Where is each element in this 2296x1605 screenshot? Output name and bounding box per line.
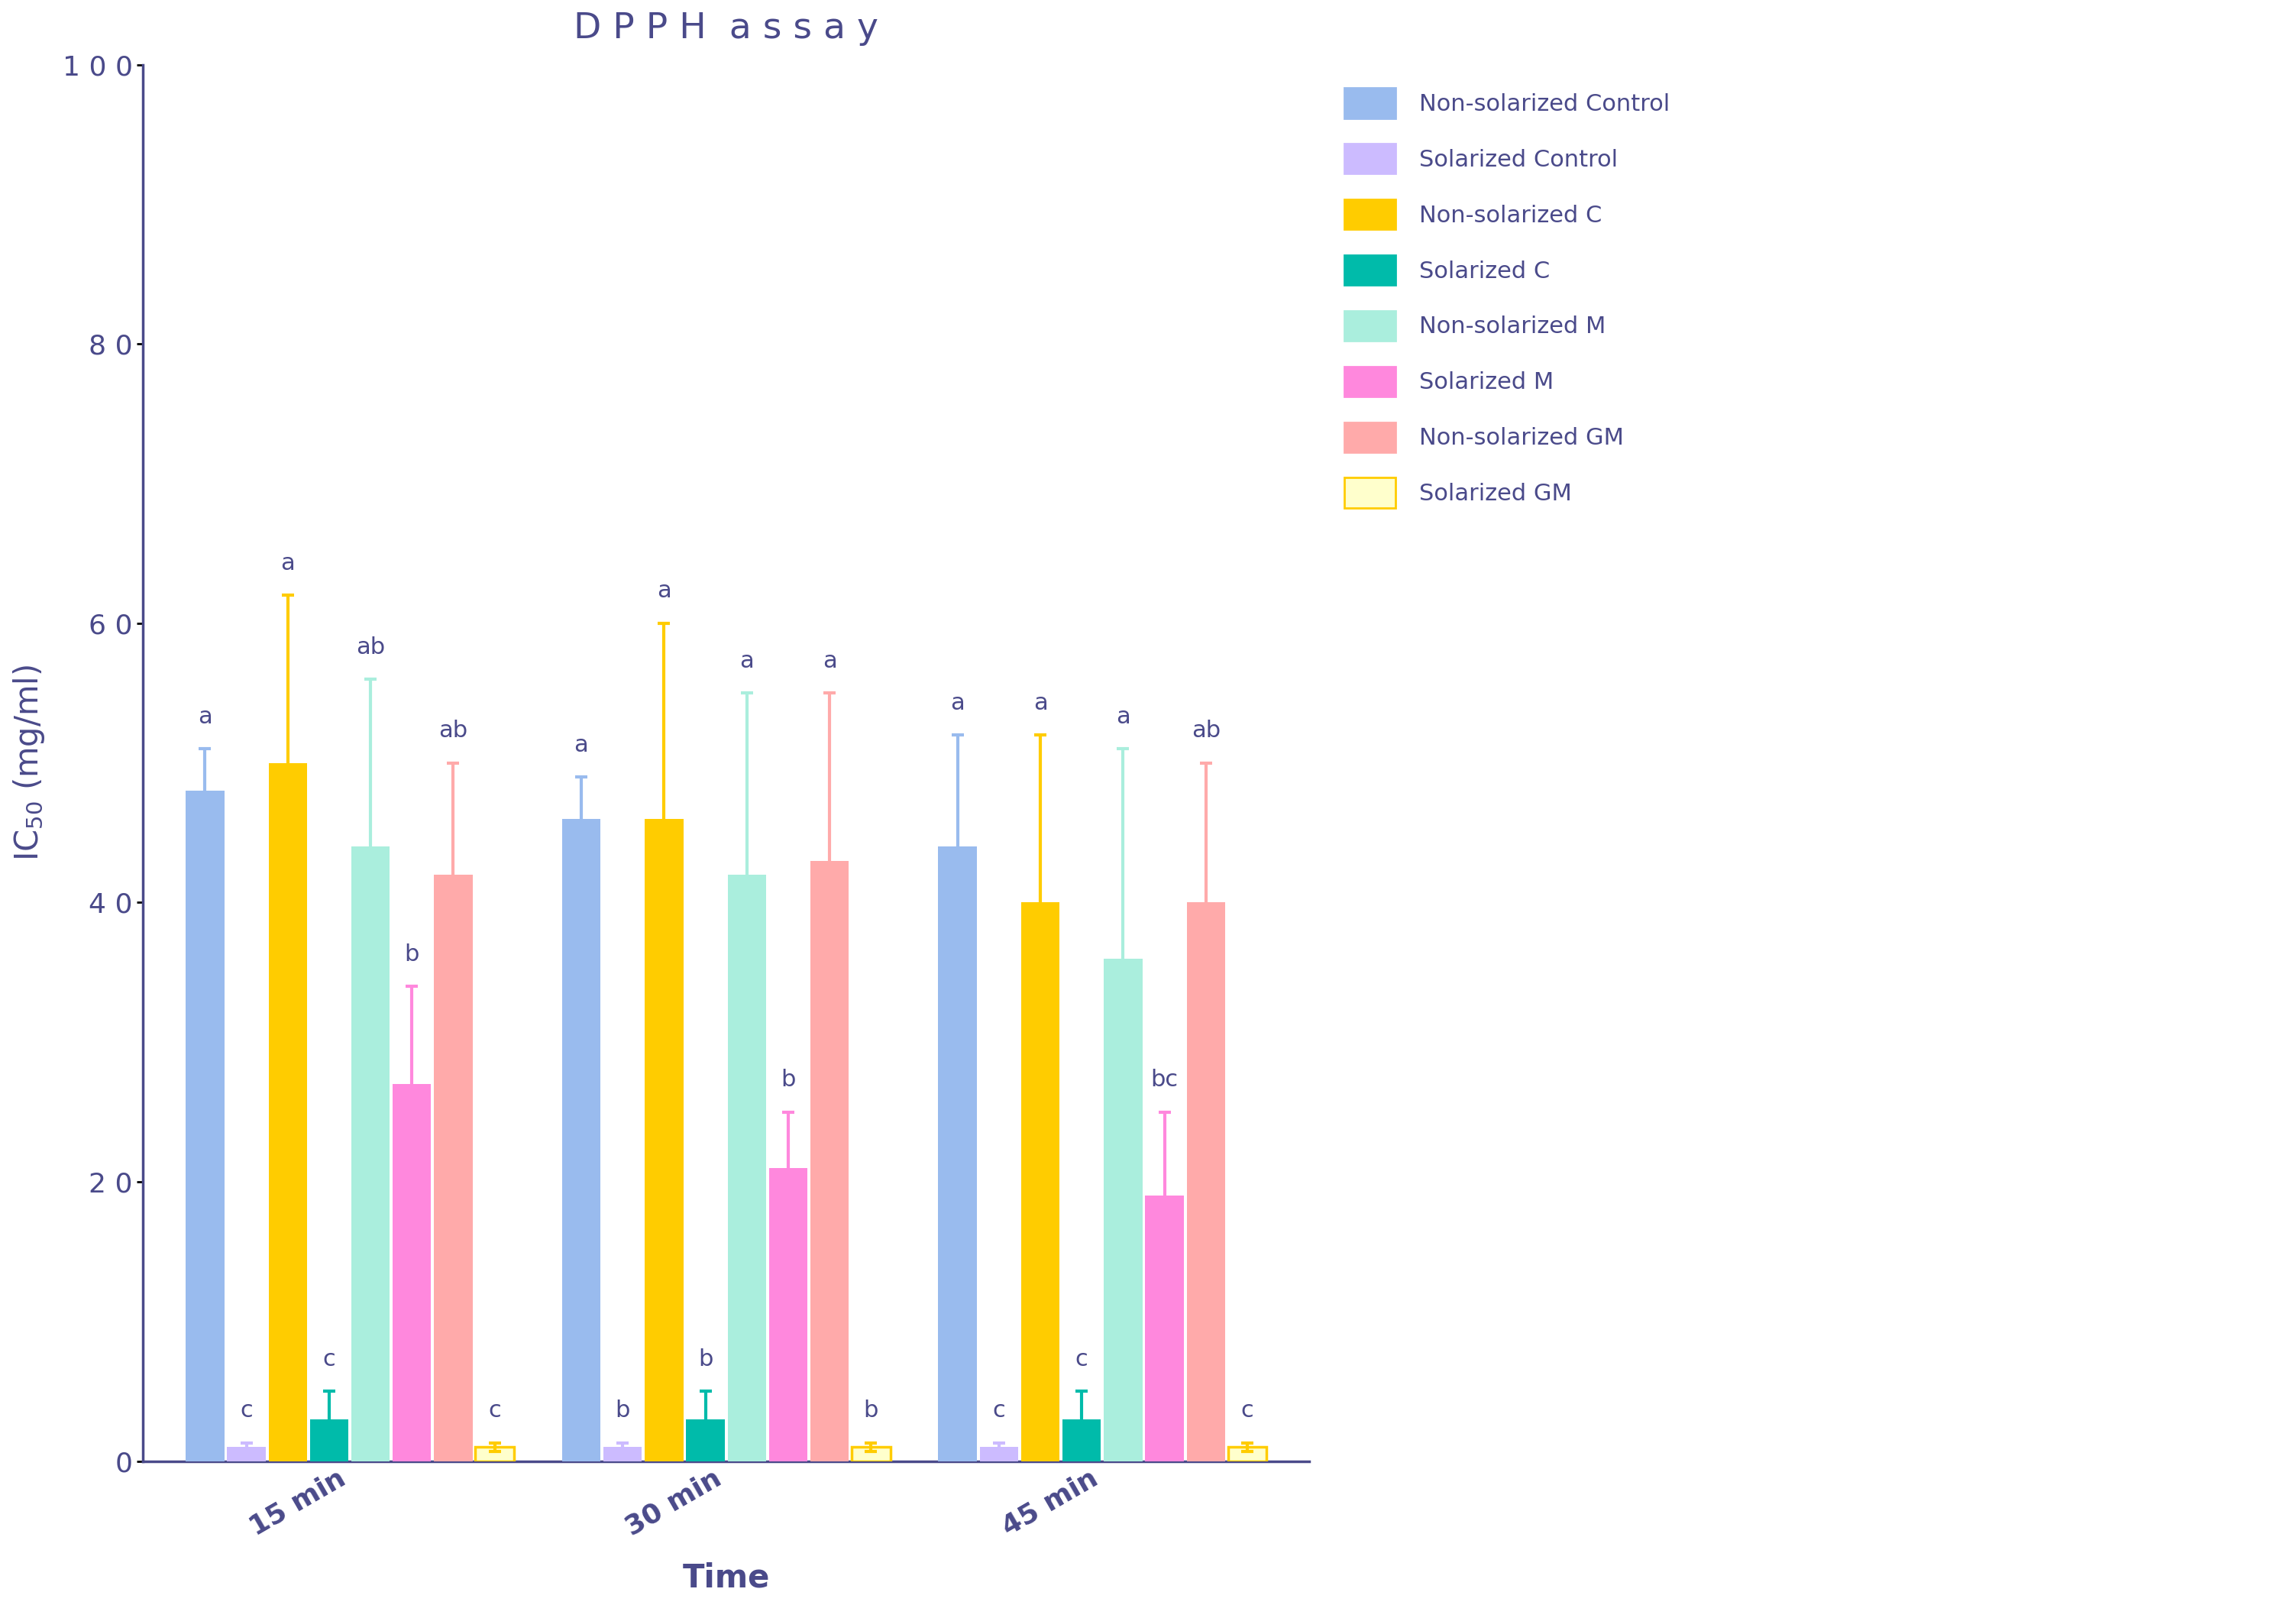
Text: ab: ab [439, 719, 468, 742]
Text: c: c [241, 1400, 253, 1422]
Text: a: a [951, 692, 964, 714]
Text: a: a [657, 579, 670, 602]
Bar [227, 1448, 266, 1461]
Bar [563, 819, 602, 1461]
Bar [1022, 902, 1058, 1461]
Bar [604, 1448, 643, 1461]
Bar [1104, 958, 1143, 1461]
Bar [810, 860, 850, 1461]
Text: a: a [1033, 692, 1047, 714]
Text: ab: ab [1192, 719, 1221, 742]
Text: c: c [324, 1348, 335, 1371]
Bar [687, 1419, 726, 1461]
Text: bc: bc [1150, 1069, 1178, 1091]
Text: c: c [489, 1400, 501, 1422]
Bar [728, 875, 767, 1461]
Text: c: c [1075, 1348, 1088, 1371]
Legend: Non-solarized Control, Solarized Control, Non-solarized C, Solarized C, Non-sola: Non-solarized Control, Solarized Control… [1332, 77, 1681, 520]
Bar [1228, 1448, 1267, 1461]
Text: a: a [1116, 706, 1130, 729]
Y-axis label: IC$_{50}$ (mg/ml): IC$_{50}$ (mg/ml) [11, 664, 46, 862]
Bar [852, 1448, 891, 1461]
Text: b: b [781, 1069, 797, 1091]
Text: a: a [574, 733, 588, 756]
Text: a: a [197, 706, 211, 729]
Text: b: b [404, 944, 420, 965]
Bar [310, 1419, 349, 1461]
Text: c: c [992, 1400, 1006, 1422]
Text: b: b [863, 1400, 879, 1422]
Bar [645, 819, 684, 1461]
Bar [351, 847, 390, 1461]
Bar [434, 875, 473, 1461]
Bar [269, 762, 308, 1461]
Text: ab: ab [356, 636, 386, 658]
Text: a: a [280, 552, 294, 575]
Text: a: a [739, 650, 753, 672]
Text: a: a [822, 650, 836, 672]
Bar [1187, 902, 1226, 1461]
Bar [475, 1448, 514, 1461]
X-axis label: Time: Time [682, 1562, 769, 1594]
Bar [769, 1168, 808, 1461]
Text: c: c [1240, 1400, 1254, 1422]
Title: D P P H  a s s a y: D P P H a s s a y [574, 11, 879, 47]
Bar [939, 847, 976, 1461]
Bar [980, 1448, 1017, 1461]
Bar [186, 791, 225, 1461]
Bar [393, 1083, 432, 1461]
Text: b: b [698, 1348, 712, 1371]
Bar [1063, 1419, 1102, 1461]
Bar [1146, 1196, 1185, 1461]
Text: b: b [615, 1400, 629, 1422]
